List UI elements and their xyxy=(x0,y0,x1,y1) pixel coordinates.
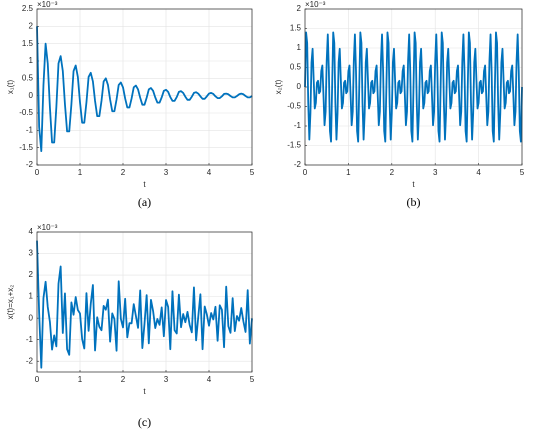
x-tick-label: 2 xyxy=(121,168,126,177)
signal-line xyxy=(36,240,253,369)
signal-line xyxy=(36,26,253,153)
x-tick-label: 4 xyxy=(207,375,212,384)
panel-caption: (b) xyxy=(407,195,421,209)
x-tick-label: 1 xyxy=(78,168,83,177)
x-tick-label: 1 xyxy=(78,375,83,384)
x-tick-label: 5 xyxy=(520,168,525,177)
y-tick-label: -1.5 xyxy=(19,143,33,152)
x-tick-label: 3 xyxy=(433,168,438,177)
x-axis-label: t xyxy=(143,387,146,396)
y-tick-label: 2.5 xyxy=(22,4,34,13)
x-tick-label: 4 xyxy=(476,168,481,177)
axes-box xyxy=(36,8,253,166)
axes-box xyxy=(304,8,523,166)
y-tick-label: 0.5 xyxy=(22,73,34,82)
y-tick-label: 0 xyxy=(29,91,34,100)
y-axis-label: x₂(t) xyxy=(274,79,283,94)
signal-line xyxy=(304,31,523,143)
x-tick-label: 1 xyxy=(346,168,351,177)
panel-caption: (a) xyxy=(138,195,151,209)
x-tick-label: 2 xyxy=(390,168,395,177)
y-tick-label: -2 xyxy=(26,356,34,365)
y-tick-label: 2 xyxy=(29,270,34,279)
y-tick-label: 0 xyxy=(297,82,302,91)
y-tick-label: 2 xyxy=(29,21,34,30)
y-tick-label: -1 xyxy=(26,125,34,134)
y-tick-label: 0.5 xyxy=(290,63,302,72)
x-tick-label: 5 xyxy=(250,168,255,177)
x-tick-label: 5 xyxy=(250,375,255,384)
y-tick-label: -2 xyxy=(26,160,34,169)
y-multiplier: ×10⁻³ xyxy=(305,0,326,9)
y-axis-label: x₁(t) xyxy=(6,80,15,95)
x-axis-label: t xyxy=(143,180,146,189)
x-tick-label: 0 xyxy=(35,168,40,177)
x-tick-label: 3 xyxy=(164,168,169,177)
x-tick-label: 0 xyxy=(303,168,308,177)
y-tick-label: 2 xyxy=(297,4,302,13)
x-tick-label: 0 xyxy=(35,375,40,384)
y-axis-label: x(t)=x₁+x₂ xyxy=(6,285,15,320)
y-tick-label: 1 xyxy=(29,292,34,301)
y-tick-label: -1.5 xyxy=(287,141,301,150)
y-tick-label: 4 xyxy=(29,227,34,236)
y-tick-label: -0.5 xyxy=(287,102,301,111)
y-tick-label: -2 xyxy=(294,160,302,169)
y-tick-label: 1 xyxy=(29,56,34,65)
x-axis-label: t xyxy=(412,180,415,189)
y-tick-label: 1.5 xyxy=(290,24,302,33)
y-tick-label: 0 xyxy=(29,313,34,322)
x-tick-label: 2 xyxy=(121,375,126,384)
axes-box xyxy=(36,231,253,373)
y-tick-label: 1 xyxy=(297,43,302,52)
y-multiplier: ×10⁻³ xyxy=(37,223,58,232)
y-tick-label: 3 xyxy=(29,249,34,258)
y-tick-label: 1.5 xyxy=(22,39,34,48)
panel-caption: (c) xyxy=(138,415,151,429)
y-tick-label: -0.5 xyxy=(19,108,33,117)
x-tick-label: 3 xyxy=(164,375,169,384)
y-tick-label: -1 xyxy=(26,335,34,344)
x-tick-label: 4 xyxy=(207,168,212,177)
y-tick-label: -1 xyxy=(294,121,302,130)
y-multiplier: ×10⁻³ xyxy=(37,0,58,9)
